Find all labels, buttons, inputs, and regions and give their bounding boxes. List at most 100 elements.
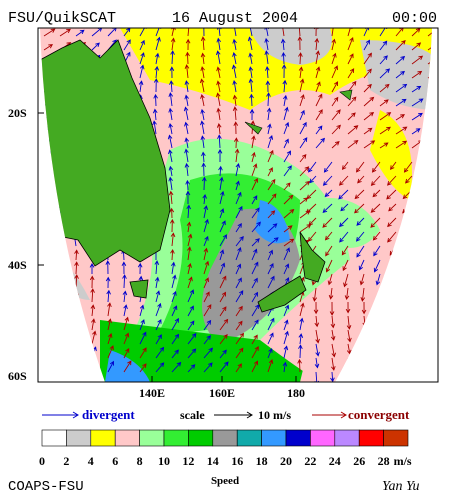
- wind-arrow: [107, 345, 114, 359]
- color-swatch: [358, 429, 384, 447]
- wind-arrow: [231, 64, 237, 79]
- color-swatch: [212, 429, 238, 447]
- wind-arrow: [171, 305, 178, 317]
- colorbar-tick: 20: [280, 454, 292, 468]
- lon-label: 160E: [209, 386, 235, 400]
- wind-arrow: [235, 247, 242, 261]
- wind-arrow: [139, 319, 145, 331]
- wind-arrow: [155, 36, 161, 51]
- wind-arrow: [251, 291, 259, 303]
- wind-arrow: [379, 55, 388, 65]
- arrow-head: [246, 411, 253, 419]
- wind-arrow: [395, 98, 407, 107]
- wind-arrow: [282, 361, 288, 373]
- wind-arrow: [355, 231, 365, 242]
- wind-arrow: [43, 190, 49, 205]
- wind-arrow: [411, 112, 423, 121]
- wind-arrow: [43, 288, 49, 303]
- wind-arrow: [363, 329, 368, 344]
- wind-arrow: [170, 248, 175, 261]
- wind-arrow: [107, 360, 115, 373]
- wind-arrow: [299, 94, 305, 107]
- wind-arrow: [297, 36, 303, 51]
- wind-arrow: [107, 302, 112, 317]
- wind-arrow: [43, 304, 48, 317]
- color-swatch: [188, 429, 214, 447]
- wind-arrow: [59, 260, 64, 275]
- wind-arrow: [427, 357, 432, 372]
- wind-arrow: [235, 205, 243, 219]
- wind-arrow: [215, 92, 221, 107]
- wind-arrow: [43, 361, 49, 373]
- wind-arrow: [363, 140, 376, 149]
- lat-label: 20S: [8, 106, 27, 120]
- wind-arrow: [187, 276, 193, 289]
- wind-arrow: [217, 134, 222, 149]
- wind-arrow: [251, 151, 256, 163]
- wind-arrow: [171, 349, 179, 359]
- wind-arrow: [267, 249, 274, 261]
- wind-arrow: [75, 332, 80, 345]
- wind-arrow: [315, 137, 325, 149]
- wind-arrow: [219, 334, 228, 345]
- wind-arrow: [184, 148, 189, 163]
- wind-arrow: [138, 80, 144, 93]
- wind-arrow: [153, 93, 158, 107]
- colorbar-tick: 0: [39, 454, 45, 468]
- wind-arrow: [378, 329, 384, 341]
- wind-arrow: [43, 150, 52, 163]
- wind-arrow: [248, 52, 253, 65]
- wind-arrow: [427, 141, 432, 149]
- wind-arrow: [405, 175, 413, 184]
- wind-arrow: [251, 177, 259, 191]
- wind-arrow: [123, 39, 131, 51]
- new-zealand-south: [257, 275, 307, 313]
- wind-arrow: [388, 203, 397, 212]
- wind-arrow: [235, 180, 240, 191]
- wind-arrow: [267, 193, 277, 205]
- wind-arrow: [347, 96, 357, 107]
- wind-arrow: [184, 94, 189, 107]
- wind-arrow: [283, 263, 290, 275]
- wind-arrow: [123, 304, 128, 317]
- wind-arrow: [298, 344, 303, 359]
- wind-arrow: [168, 149, 173, 163]
- wind-arrow: [356, 217, 365, 226]
- wind-arrow: [308, 161, 317, 173]
- wind-arrow: [395, 126, 408, 135]
- wind-arrow: [347, 28, 353, 37]
- new-zealand-north: [299, 231, 326, 283]
- wind-arrow: [419, 161, 429, 173]
- wind-arrow: [314, 37, 320, 51]
- wind-arrow: [328, 287, 334, 300]
- color-swatch: [383, 429, 409, 447]
- wind-arrow: [267, 237, 279, 247]
- wind-arrow: [363, 96, 375, 107]
- wind-arrow: [187, 348, 197, 359]
- wind-arrow: [331, 52, 337, 65]
- color-swatch: [261, 429, 287, 447]
- wind-arrow: [341, 161, 349, 171]
- wind-arrow: [219, 220, 226, 233]
- wind-arrow: [235, 290, 244, 303]
- time: 00:00: [392, 10, 437, 27]
- region: [360, 40, 432, 110]
- wind-arrow: [248, 28, 253, 37]
- wind-arrow: [216, 80, 221, 93]
- wind-arrow: [233, 121, 239, 135]
- wind-arrow: [43, 330, 49, 345]
- wind-arrow: [314, 357, 320, 369]
- wind-arrow: [339, 231, 349, 243]
- wind-arrow: [121, 261, 127, 275]
- region: [40, 28, 432, 110]
- wind-arrow: [139, 28, 147, 37]
- color-swatch: [90, 429, 116, 447]
- wind-arrow: [219, 361, 229, 373]
- region: [370, 110, 412, 200]
- wind-arrow: [314, 315, 320, 328]
- wind-arrow: [139, 331, 147, 345]
- wind-arrow: [200, 135, 206, 149]
- wind-arrow: [187, 233, 193, 247]
- wind-arrow: [427, 42, 432, 51]
- wind-arrow: [314, 371, 320, 382]
